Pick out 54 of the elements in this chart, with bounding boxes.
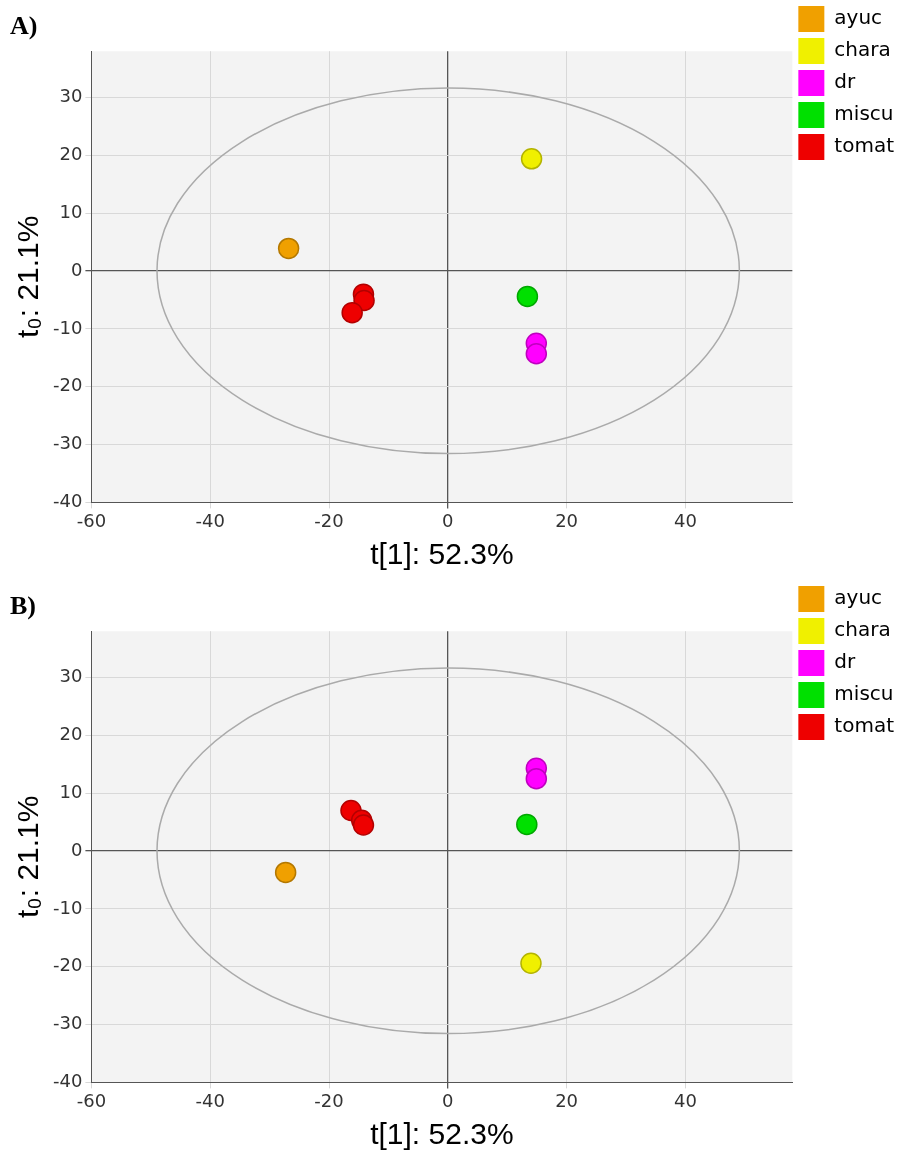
x-tick-label: -40 [195, 509, 225, 531]
x-tick-label: 0 [442, 509, 454, 531]
point [277, 237, 300, 260]
y-tick-label: -20 [52, 954, 83, 976]
y-tick-label: 0 [70, 258, 83, 280]
y-tick-label: -10 [52, 896, 83, 918]
legend-label: chara [834, 617, 891, 642]
point [516, 813, 538, 836]
y-tick-label: -30 [52, 1012, 83, 1034]
legend-label: chara [834, 37, 891, 62]
point [520, 148, 543, 170]
x-tick-label: 0 [442, 1089, 454, 1111]
y-tick-label: -40 [52, 490, 83, 512]
legend-label: ayuc [834, 5, 883, 30]
y-tick-label: 30 [59, 665, 83, 687]
legend-label: dr [834, 69, 857, 94]
y-axis-title: t₀: 21.1% [11, 795, 45, 919]
point [352, 814, 375, 836]
x-tick-label: 20 [555, 1089, 579, 1111]
legend-label: ayuc [834, 585, 883, 610]
chart-title: A) [10, 11, 38, 41]
legend-label: miscu [834, 681, 894, 706]
legend-label: dr [834, 649, 857, 674]
y-tick-label: 20 [59, 142, 83, 164]
x-axis-title: t[1]: 52.3% [370, 1117, 514, 1151]
y-tick-label: -40 [52, 1070, 83, 1092]
y-tick-label: -20 [52, 374, 83, 396]
y-axis-title: t₀: 21.1% [11, 215, 45, 339]
y-tick-label: 0 [70, 838, 83, 860]
x-axis-title: t[1]: 52.3% [370, 537, 514, 571]
y-tick-label: 10 [59, 200, 83, 222]
legend-label: tomat [834, 713, 895, 738]
point [274, 861, 297, 884]
y-tick-label: -10 [52, 316, 83, 338]
x-tick-label: -20 [314, 509, 344, 531]
y-tick-label: 30 [59, 85, 83, 107]
point [341, 301, 363, 324]
point [525, 767, 548, 790]
point [520, 952, 542, 974]
x-tick-label: -60 [76, 1089, 107, 1111]
x-tick-label: 40 [673, 1089, 697, 1111]
legend-label: miscu [834, 101, 894, 126]
x-tick-label: -20 [314, 1089, 344, 1111]
legend-label: tomat [834, 133, 895, 158]
y-tick-label: -30 [52, 432, 83, 454]
x-tick-label: -60 [76, 509, 107, 531]
chart-title: B) [10, 591, 36, 621]
y-tick-label: 20 [59, 722, 83, 744]
x-tick-label: -40 [195, 1089, 225, 1111]
x-tick-label: 40 [673, 509, 697, 531]
x-tick-label: 20 [555, 509, 579, 531]
y-tick-label: 10 [59, 780, 83, 802]
point [525, 342, 548, 365]
point [516, 285, 539, 308]
